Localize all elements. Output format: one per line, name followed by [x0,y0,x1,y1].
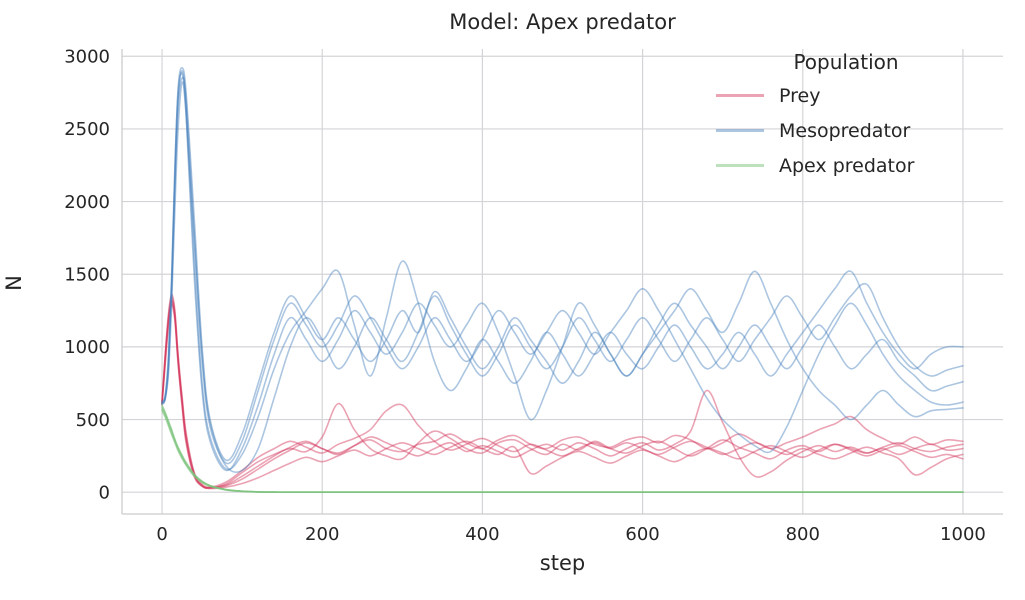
prey-run-line [161,300,964,490]
legend-label-prey: Prey [779,84,821,107]
y-tick-label: 0 [99,483,110,504]
y-tick-label: 2500 [64,119,110,140]
legend: Population Prey Mesopredator Apex predat… [716,50,976,183]
legend-line-prey-icon [716,94,764,97]
x-tick-label: 800 [786,524,820,545]
legend-label-mesopredator: Mesopredator [779,119,911,142]
chart-title: Model: Apex predator [449,10,676,34]
x-axis-label: step [539,551,586,575]
x-tick-label: 1000 [940,524,986,545]
y-tick-label: 1500 [64,265,110,286]
x-tick-label: 200 [305,524,339,545]
legend-line-mesopredator-icon [716,129,764,132]
legend-title: Population [793,50,899,74]
mesopredator-run-line [161,67,964,462]
legend-item-apex-predator: Apex predator [716,148,976,183]
x-tick-label: 0 [156,524,167,545]
x-tick-label: 400 [465,524,499,545]
y-tick-label: 3000 [64,47,110,68]
prey-run-line [161,303,964,489]
legend-item-prey: Prey [716,78,976,113]
y-tick-label: 500 [76,410,110,431]
y-tick-label: 1000 [64,337,110,358]
mesopredator-run-line [161,69,964,471]
prey-run-line [161,299,964,489]
x-tick-label: 600 [625,524,659,545]
legend-line-apex-predator-icon [716,164,764,167]
mesopredator-run-line [161,81,964,474]
legend-item-mesopredator: Mesopredator [716,113,976,148]
prey-run-line [161,296,964,489]
legend-label-apex-predator: Apex predator [779,154,915,177]
prey-run-line [161,293,964,488]
y-axis-label: N [2,275,26,291]
apex-predator-run-line [161,408,964,494]
mesopredator-run-line [161,76,964,465]
mesopredator-run-line [161,72,964,472]
y-tick-label: 2000 [64,192,110,213]
